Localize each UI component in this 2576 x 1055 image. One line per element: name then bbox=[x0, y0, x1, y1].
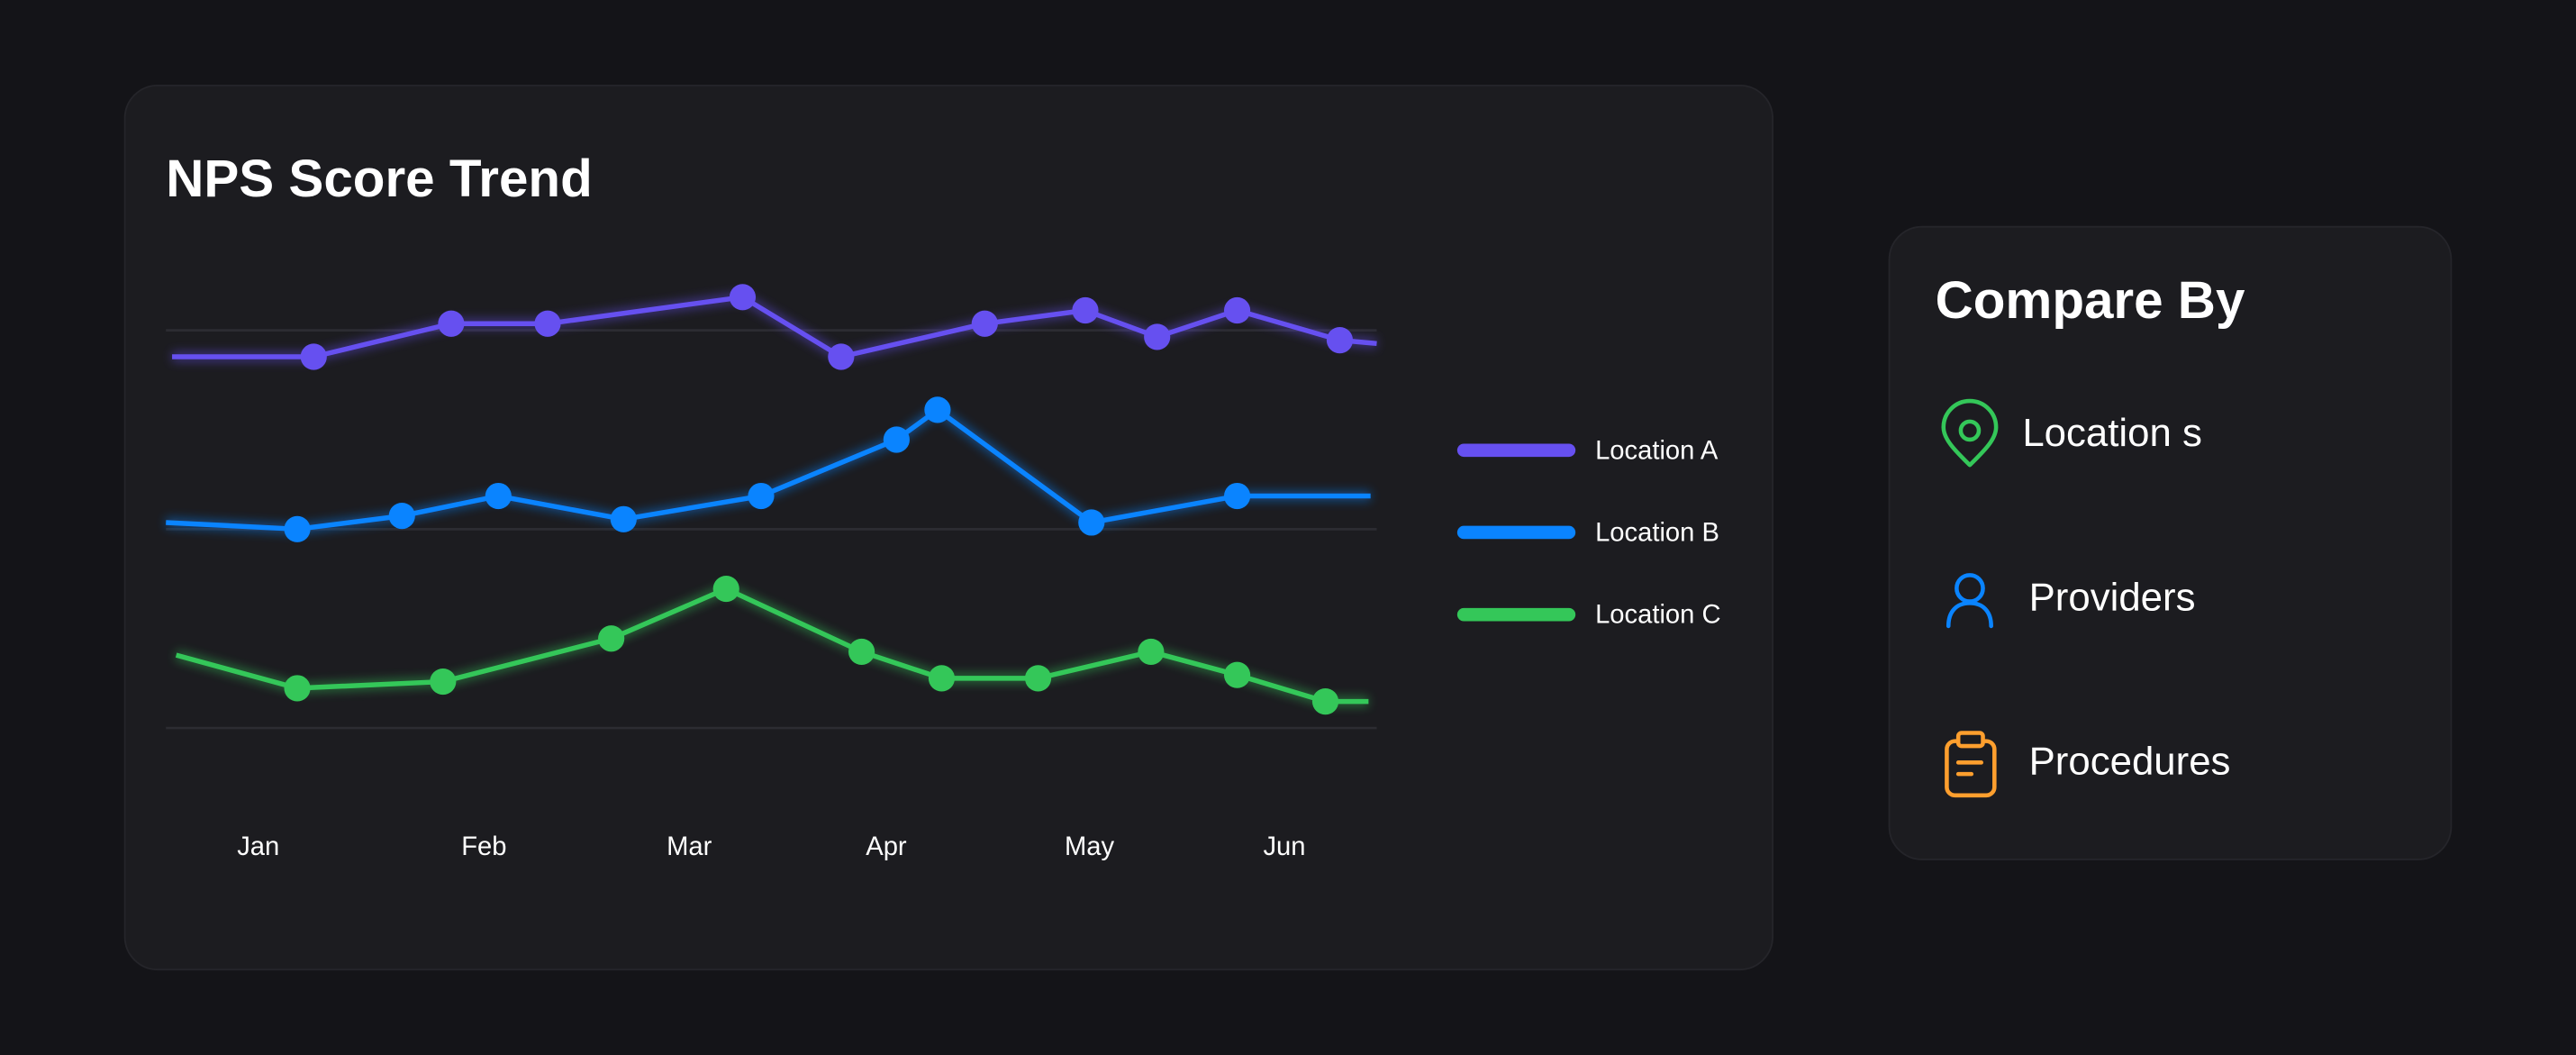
location-icon-dot bbox=[1958, 419, 1982, 442]
data-point bbox=[485, 482, 512, 510]
x-tick-label: Apr bbox=[866, 832, 907, 861]
series-line bbox=[175, 586, 1369, 705]
data-point bbox=[388, 503, 415, 530]
chart-title: NPS Score Trend bbox=[166, 150, 593, 208]
data-point bbox=[1223, 661, 1251, 688]
option-providers[interactable]: Providers bbox=[1946, 573, 2196, 629]
data-point bbox=[1223, 482, 1251, 510]
data-point bbox=[534, 310, 561, 337]
data-point bbox=[828, 343, 855, 370]
x-tick-label: Jan bbox=[237, 832, 279, 861]
data-point bbox=[848, 638, 875, 666]
option-label[interactable]: Procedures bbox=[2029, 740, 2231, 784]
data-point bbox=[928, 665, 956, 692]
data-point bbox=[1138, 638, 1165, 666]
location-icon bbox=[1941, 398, 1999, 468]
x-tick-label: Feb bbox=[461, 832, 506, 861]
x-tick-label: May bbox=[1065, 832, 1115, 861]
option-label[interactable]: Providers bbox=[2029, 575, 2196, 619]
x-tick-label: Jun bbox=[1263, 832, 1305, 861]
data-point bbox=[610, 505, 637, 532]
data-point bbox=[712, 575, 739, 603]
chart-card bbox=[123, 84, 1773, 971]
data-point bbox=[438, 310, 465, 337]
data-point bbox=[924, 396, 951, 423]
legend-label: Location B bbox=[1595, 518, 1719, 547]
legend-label: Location C bbox=[1595, 601, 1720, 630]
legend-label: Location A bbox=[1595, 436, 1719, 465]
data-point bbox=[883, 426, 910, 453]
option-location[interactable]: Location s bbox=[1941, 398, 2202, 468]
data-point bbox=[1326, 327, 1354, 354]
clipboard-clip bbox=[1955, 731, 1985, 749]
data-point bbox=[971, 310, 998, 337]
compare-card bbox=[1888, 225, 2453, 860]
data-point bbox=[1024, 665, 1052, 692]
data-point bbox=[1223, 296, 1251, 324]
data-point bbox=[284, 675, 311, 702]
data-point bbox=[1311, 688, 1339, 715]
option-procedures[interactable]: Procedures bbox=[1945, 731, 2231, 798]
data-point bbox=[1144, 323, 1171, 350]
data-point bbox=[748, 482, 775, 510]
legend: Location A Location B Location C bbox=[1456, 436, 1721, 630]
series-line bbox=[172, 295, 1377, 359]
data-point bbox=[300, 343, 327, 370]
option-label[interactable]: Location s bbox=[2022, 411, 2202, 455]
person-icon-body bbox=[1946, 601, 1993, 629]
plot: Jan Feb Mar Apr May Jun bbox=[165, 284, 1377, 861]
compare-title: Compare By bbox=[1936, 271, 2245, 330]
data-point bbox=[284, 515, 311, 542]
data-point bbox=[598, 625, 625, 652]
data-point bbox=[1072, 296, 1099, 324]
data-point bbox=[430, 668, 457, 696]
data-point bbox=[729, 284, 757, 311]
x-tick-label: Mar bbox=[667, 832, 712, 861]
data-point bbox=[1078, 509, 1105, 536]
